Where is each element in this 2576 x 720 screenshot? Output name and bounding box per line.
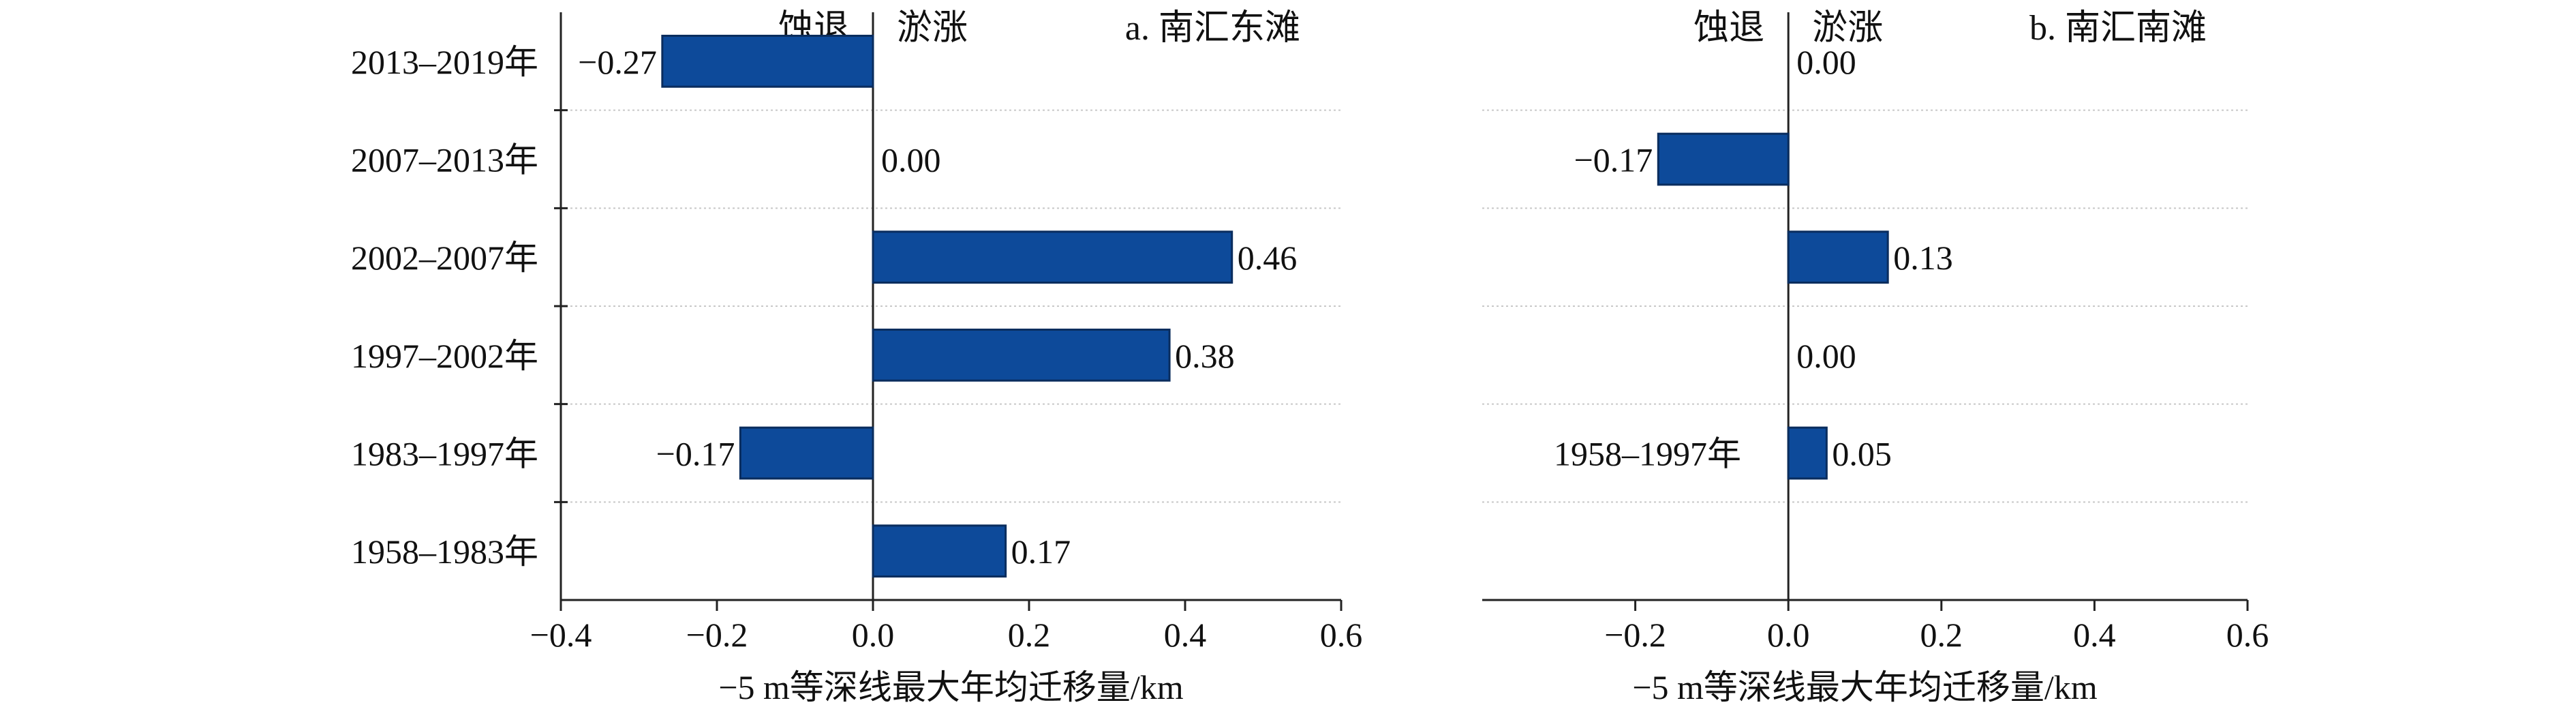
panel-title: b. 南汇南滩	[2029, 9, 2207, 48]
bar	[661, 34, 874, 88]
x-tick-label: −0.4	[530, 616, 592, 654]
bar-value-label: −0.27	[578, 43, 657, 81]
label-erosion: 蚀退	[1693, 9, 1764, 48]
x-tick-label: −0.2	[1604, 616, 1666, 654]
bar-value-label: 0.00	[1796, 337, 1856, 375]
bar-value-label: 0.00	[881, 141, 941, 179]
category-label: 1997–2002年	[351, 337, 538, 375]
bar-value-label: 0.17	[1011, 532, 1071, 571]
panel-east-shoal-chart: −0.4 −0.2 0.0 0.2 0.4 0.6−5 m等深线最大年均迁移量/km蚀退淤…	[351, 9, 1362, 706]
bar-value-label: 0.38	[1175, 337, 1235, 375]
bar-value-label: 0.13	[1893, 239, 1953, 277]
x-tick-label: 0.2	[1920, 616, 1963, 654]
bar	[1787, 230, 1889, 284]
bar	[872, 524, 1007, 578]
category-label: 1958–1983年	[351, 532, 538, 571]
x-tick-label: 0.6	[1320, 616, 1363, 654]
bar	[872, 328, 1171, 382]
bar-value-label: 0.05	[1832, 435, 1892, 473]
bar	[739, 426, 874, 480]
label-accretion: 淤涨	[897, 9, 968, 48]
x-tick-label: 0.4	[1164, 616, 1207, 654]
panel-south-shoal-chart: −0.2 0.0 0.2 0.4 0.6 −5 m等深线最大年均迁移量/km 蚀退 淤涨 b. …	[1482, 9, 2269, 706]
category-label: 2013–2019年	[351, 43, 538, 81]
bar	[872, 230, 1233, 284]
panel-title: a. 南汇东滩	[1125, 9, 1300, 48]
x-tick-label: 0.0	[1767, 616, 1810, 654]
label-accretion: 淤涨	[1812, 9, 1883, 48]
category-label: 1983–1997年	[351, 435, 538, 473]
x-axis-title: −5 m等深线最大年均迁移量/km	[718, 668, 1183, 706]
bar	[1787, 426, 1828, 480]
bar-value-label: 0.46	[1238, 239, 1298, 277]
x-axis-title: −5 m等深线最大年均迁移量/km	[1632, 668, 2097, 706]
x-tick-label: 0.6	[2226, 616, 2269, 654]
x-tick-label: 0.0	[852, 616, 895, 654]
x-tick-label: 0.2	[1008, 616, 1051, 654]
bar	[1657, 132, 1790, 186]
bar-value-label: 0.00	[1796, 43, 1856, 81]
x-tick-label: 0.4	[2073, 616, 2116, 654]
category-label: 1958–1997年	[1554, 435, 1741, 473]
bar-value-label: −0.17	[656, 435, 735, 473]
bar-value-label: −0.17	[1574, 141, 1653, 179]
x-tick-label: −0.2	[686, 616, 748, 654]
category-label: 2002–2007年	[351, 239, 538, 277]
category-label: 2007–2013年	[351, 141, 538, 179]
